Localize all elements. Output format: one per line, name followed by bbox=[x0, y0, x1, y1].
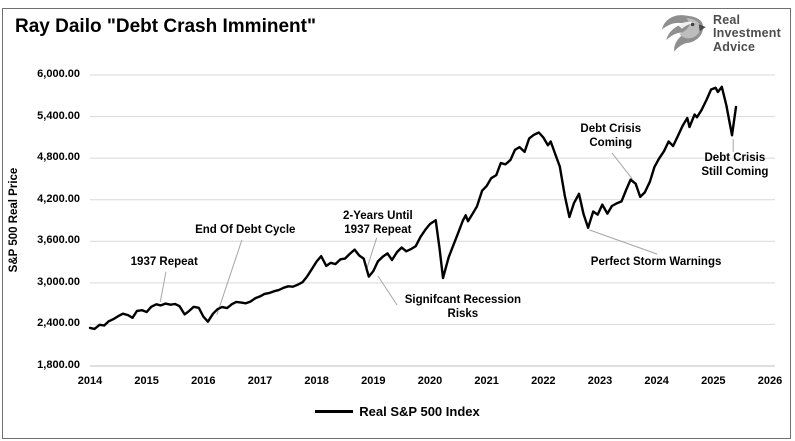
x-tick-label: 2020 bbox=[417, 375, 443, 387]
legend: Real S&P 500 Index bbox=[0, 404, 795, 419]
annotation-line: Risks bbox=[447, 308, 479, 321]
x-tick-label: 2026 bbox=[757, 375, 783, 387]
annotation-line: 1937 Repeat bbox=[344, 223, 412, 236]
annotation: Signifcant Recession Risks bbox=[405, 293, 521, 321]
y-tick-label: 3,600.00 bbox=[37, 234, 80, 247]
x-tick-label: 2022 bbox=[531, 375, 556, 387]
x-tick-label: 2025 bbox=[701, 375, 726, 387]
annotation-line: Signifcant Recession bbox=[404, 294, 522, 307]
annotation: Perfect Storm Warnings bbox=[591, 255, 722, 269]
annotation: 1937 Repeat bbox=[131, 255, 198, 269]
annotation-line: Debt Crisis bbox=[580, 122, 642, 135]
annotation: 2-Years Until 1937 Repeat bbox=[343, 209, 413, 237]
annotation-line: 1937 Repeat bbox=[130, 256, 198, 269]
annotation-leader-line bbox=[216, 239, 243, 315]
x-tick-label: 2021 bbox=[474, 375, 499, 387]
logo-text-line2: Investment bbox=[713, 26, 781, 41]
annotation: Debt Crisis Coming bbox=[580, 122, 641, 150]
legend-line-swatch bbox=[315, 410, 354, 413]
annotation-leader-line bbox=[589, 229, 658, 255]
x-tick-label: 2017 bbox=[247, 375, 273, 387]
x-tick-label: 2023 bbox=[587, 375, 613, 387]
page-title: Ray Dailo "Debt Crash Imminent" bbox=[15, 16, 316, 37]
annotation-line: Coming bbox=[589, 136, 633, 149]
y-tick-label: 1,800.00 bbox=[37, 359, 80, 371]
annotation-leader-line bbox=[365, 237, 378, 272]
x-tick-label: 2018 bbox=[304, 375, 329, 387]
annotation-line: Perfect Storm Warnings bbox=[590, 256, 722, 269]
x-tick-label: 2024 bbox=[644, 375, 669, 387]
annotation-leader-line bbox=[377, 275, 398, 306]
annotation: End Of Debt Cycle bbox=[195, 223, 295, 237]
legend-label: Real S&P 500 Index bbox=[359, 404, 480, 419]
x-tick-label: 2016 bbox=[191, 375, 216, 387]
x-tick-label: 2014 bbox=[77, 375, 103, 387]
sp500-real-price-line bbox=[88, 85, 738, 331]
y-tick-label: 4,200.00 bbox=[37, 192, 80, 205]
logo-text: Real Investment Advice bbox=[713, 12, 781, 55]
x-tick-label: 2015 bbox=[134, 375, 159, 387]
logo-text-line3: Advice bbox=[713, 39, 756, 54]
annotation: Debt Crisis Still Coming bbox=[701, 151, 768, 179]
annotation-line: 2-Years Until bbox=[343, 209, 413, 222]
annotation-line: Still Coming bbox=[701, 166, 769, 179]
y-tick-label: 4,800.00 bbox=[37, 151, 80, 164]
annotation-line: Debt Crisis bbox=[704, 152, 766, 165]
x-tick-label: 2019 bbox=[361, 375, 386, 387]
annotation-leader-line bbox=[159, 271, 167, 302]
logo-text-line1: Real bbox=[713, 12, 741, 27]
ria-logo: Real Investment Advice bbox=[660, 13, 781, 55]
y-tick-label: 6,000.00 bbox=[37, 68, 80, 80]
y-tick-label: 3,000.00 bbox=[37, 275, 80, 288]
y-tick-label: 2,400.00 bbox=[37, 317, 80, 330]
eagle-icon bbox=[662, 15, 706, 52]
annotation-line: End Of Debt Cycle bbox=[195, 223, 296, 236]
annotation-leader-line bbox=[611, 152, 633, 180]
y-tick-label: 5,400.00 bbox=[37, 109, 80, 122]
